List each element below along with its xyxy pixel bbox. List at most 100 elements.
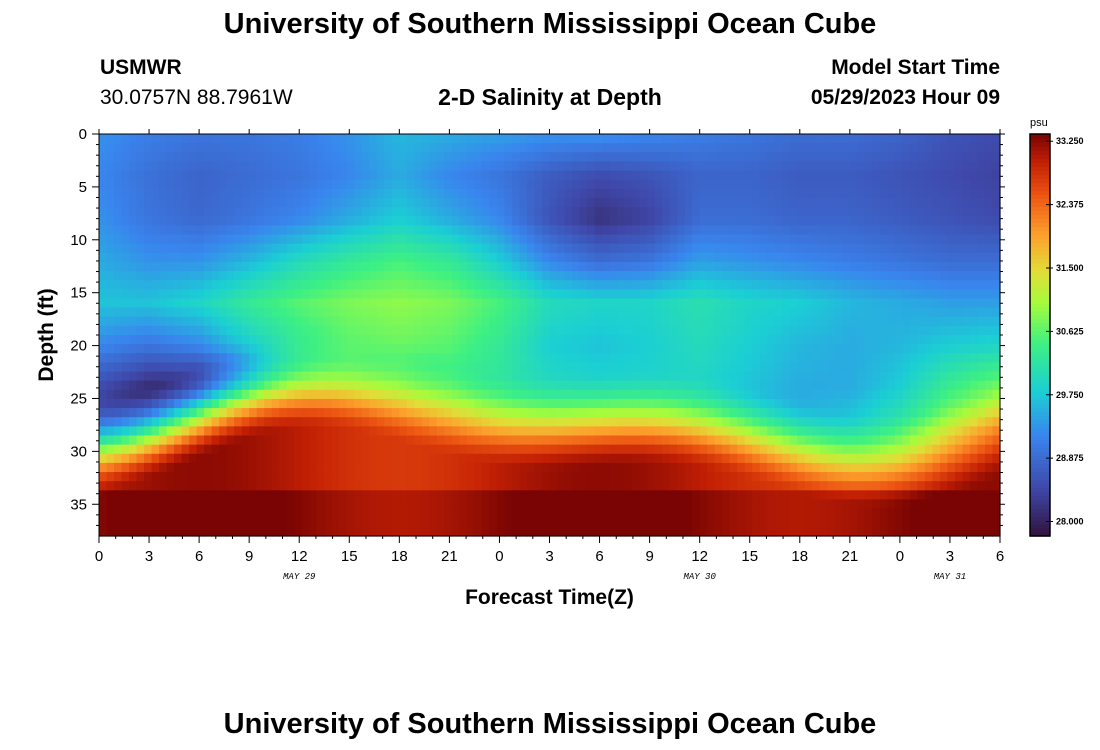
- heatmap-cell: [902, 152, 911, 163]
- heatmap-cell: [594, 335, 603, 345]
- heatmap-cell: [391, 298, 400, 309]
- heatmap-cell: [932, 499, 941, 510]
- heatmap-cell: [639, 289, 648, 300]
- heatmap-cell: [924, 517, 934, 528]
- heatmap-cell: [414, 362, 423, 373]
- heatmap-cell: [541, 197, 551, 208]
- heatmap-cell: [917, 389, 926, 400]
- heatmap-cell: [722, 179, 731, 190]
- heatmap-cell: [504, 389, 513, 400]
- heatmap-cell: [459, 398, 468, 409]
- heatmap-cell: [647, 426, 656, 437]
- heatmap-cell: [301, 179, 310, 190]
- heatmap-cell: [474, 289, 483, 300]
- heatmap-cell: [894, 261, 903, 272]
- heatmap-cell: [219, 197, 228, 208]
- heatmap-cell: [429, 490, 438, 501]
- heatmap-cell: [361, 380, 370, 391]
- heatmap-cell: [226, 188, 235, 199]
- heatmap-cell: [519, 152, 528, 163]
- heatmap-cell: [639, 426, 648, 437]
- heatmap-cell: [887, 188, 896, 199]
- heatmap-cell: [924, 453, 934, 464]
- heatmap-cell: [684, 389, 693, 400]
- heatmap-cell: [181, 225, 190, 236]
- heatmap-cell: [557, 134, 566, 144]
- heatmap-cell: [594, 179, 603, 190]
- heatmap-cell: [541, 380, 551, 391]
- heatmap-cell: [489, 362, 498, 373]
- heatmap-cell: [121, 179, 130, 190]
- heatmap-cell: [129, 271, 138, 281]
- heatmap-cell: [219, 307, 228, 318]
- heatmap-cell: [406, 325, 415, 336]
- heatmap-cell: [151, 426, 160, 437]
- heatmap-cell: [114, 280, 123, 290]
- heatmap-cell: [932, 143, 941, 153]
- heatmap-cell: [699, 179, 708, 190]
- heatmap-cell: [241, 252, 250, 263]
- heatmap-cell: [774, 398, 783, 409]
- heatmap-cell: [879, 508, 888, 519]
- heatmap-cell: [144, 517, 153, 528]
- heatmap-cell: [376, 243, 385, 254]
- heatmap-cell: [662, 298, 671, 309]
- heatmap-cell: [361, 362, 370, 373]
- heatmap-cell: [857, 152, 866, 163]
- heatmap-cell: [594, 472, 603, 482]
- heatmap-cell: [226, 234, 235, 245]
- heatmap-cell: [834, 344, 843, 354]
- heatmap-cell: [857, 298, 866, 309]
- heatmap-cell: [384, 444, 393, 455]
- heatmap-cell: [369, 207, 378, 217]
- heatmap-cell: [504, 280, 513, 290]
- heatmap-cell: [744, 207, 753, 217]
- heatmap-cell: [654, 252, 663, 263]
- heatmap-cell: [534, 197, 543, 208]
- heatmap-cell: [159, 289, 168, 300]
- heatmap-cell: [144, 307, 153, 318]
- heatmap-cell: [699, 435, 708, 446]
- heatmap-cell: [632, 353, 641, 364]
- heatmap-cell: [849, 408, 858, 418]
- heatmap-cell: [264, 481, 273, 491]
- heatmap-cell: [331, 134, 340, 144]
- heatmap-cell: [129, 234, 138, 245]
- heatmap-cell: [887, 252, 896, 263]
- heatmap-cell: [684, 398, 693, 409]
- heatmap-cell: [414, 243, 423, 254]
- heatmap-cell: [662, 252, 671, 263]
- heatmap-cell: [557, 362, 566, 373]
- heatmap-cell: [947, 188, 956, 199]
- heatmap-cell: [909, 508, 919, 519]
- heatmap-cell: [271, 353, 280, 364]
- heatmap-cell: [924, 307, 934, 318]
- heatmap-cell: [391, 271, 400, 281]
- heatmap-cell: [602, 307, 611, 318]
- heatmap-cell: [737, 517, 746, 528]
- heatmap-cell: [114, 417, 123, 427]
- heatmap-cell: [879, 398, 888, 409]
- heatmap-cell: [309, 526, 318, 537]
- heatmap-cell: [744, 325, 753, 336]
- heatmap-cell: [166, 325, 175, 336]
- heatmap-cell: [684, 207, 693, 217]
- heatmap-cell: [602, 161, 611, 172]
- heatmap-cell: [669, 499, 678, 510]
- heatmap-cell: [887, 271, 896, 281]
- heatmap-cell: [324, 499, 333, 510]
- heatmap-cell: [917, 261, 926, 272]
- heatmap-cell: [144, 526, 153, 537]
- heatmap-cell: [722, 289, 731, 300]
- heatmap-cell: [121, 517, 130, 528]
- heatmap-cell: [834, 453, 843, 464]
- heatmap-cell: [557, 389, 566, 400]
- heatmap-cell: [489, 444, 498, 455]
- heatmap-cell: [541, 335, 551, 345]
- heatmap-cell: [857, 335, 866, 345]
- heatmap-cell: [219, 353, 228, 364]
- heatmap-cell: [827, 207, 836, 217]
- heatmap-cell: [752, 234, 761, 245]
- heatmap-cell: [459, 408, 468, 418]
- heatmap-cell: [436, 353, 445, 364]
